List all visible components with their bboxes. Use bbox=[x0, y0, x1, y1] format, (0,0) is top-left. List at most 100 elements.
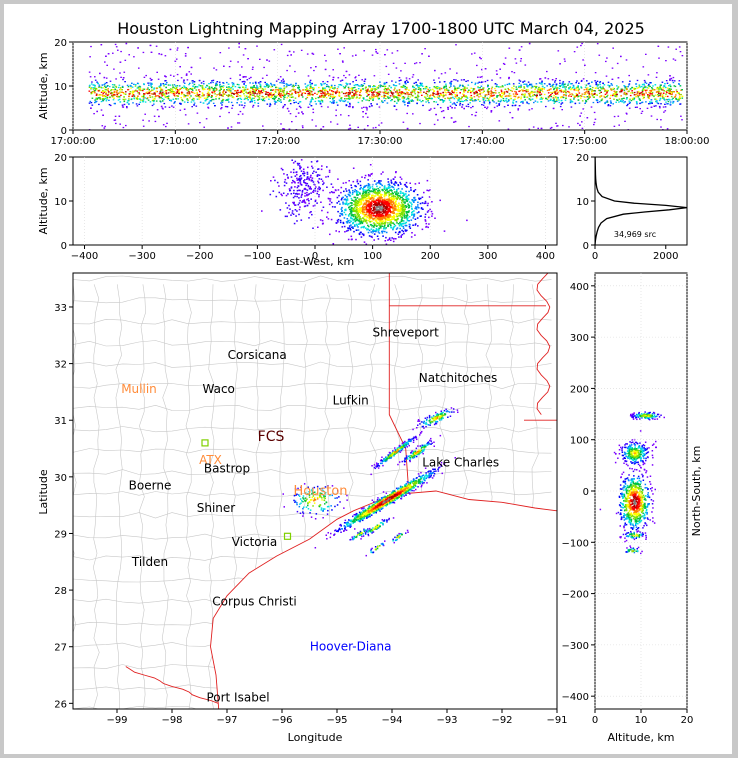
source-point bbox=[347, 214, 350, 216]
source-point bbox=[391, 94, 394, 96]
source-point bbox=[375, 88, 378, 90]
source-point bbox=[243, 87, 246, 89]
source-point bbox=[160, 105, 163, 108]
source-point bbox=[188, 83, 190, 86]
source-point bbox=[237, 91, 240, 94]
source-point bbox=[371, 225, 374, 228]
source-point bbox=[600, 87, 602, 89]
source-point bbox=[153, 115, 156, 117]
source-point bbox=[655, 76, 658, 78]
source-point bbox=[534, 100, 537, 102]
source-point bbox=[405, 181, 408, 184]
source-point bbox=[443, 100, 446, 102]
source-point bbox=[491, 79, 493, 81]
source-point bbox=[607, 90, 609, 92]
source-point bbox=[230, 90, 232, 92]
source-point bbox=[557, 50, 560, 52]
source-point bbox=[433, 92, 435, 95]
source-point bbox=[321, 209, 323, 212]
source-point bbox=[206, 103, 209, 105]
source-point bbox=[371, 105, 373, 107]
source-point bbox=[447, 108, 449, 110]
source-point bbox=[91, 104, 94, 106]
source-point bbox=[647, 94, 649, 97]
source-point bbox=[240, 98, 243, 100]
source-point bbox=[560, 96, 562, 99]
source-point bbox=[88, 71, 91, 73]
source-point bbox=[104, 82, 107, 85]
source-point bbox=[570, 89, 572, 91]
source-point bbox=[97, 94, 100, 96]
source-point bbox=[180, 93, 183, 95]
source-point bbox=[415, 88, 417, 90]
source-point bbox=[536, 90, 539, 92]
source-point bbox=[230, 86, 233, 89]
source-point bbox=[150, 85, 152, 87]
source-point bbox=[203, 97, 206, 99]
source-point bbox=[643, 93, 645, 95]
source-point bbox=[239, 95, 242, 97]
source-point bbox=[257, 102, 260, 104]
source-point bbox=[527, 81, 530, 83]
source-point bbox=[464, 89, 467, 92]
source-point bbox=[435, 93, 437, 95]
source-point bbox=[514, 58, 517, 60]
source-point bbox=[359, 207, 361, 209]
source-point bbox=[215, 95, 217, 98]
source-point bbox=[489, 101, 491, 103]
source-point bbox=[613, 125, 616, 127]
source-point bbox=[665, 98, 668, 101]
source-point bbox=[591, 89, 593, 91]
source-point bbox=[389, 189, 391, 192]
source-point bbox=[211, 95, 213, 97]
source-point bbox=[340, 199, 343, 201]
source-point bbox=[165, 90, 167, 92]
source-point bbox=[499, 94, 501, 96]
source-point bbox=[416, 102, 418, 104]
source-point bbox=[559, 63, 561, 65]
source-point bbox=[166, 81, 168, 84]
source-point bbox=[571, 94, 574, 96]
source-point bbox=[650, 91, 652, 93]
source-point bbox=[106, 85, 108, 87]
source-point bbox=[392, 194, 395, 197]
source-point bbox=[398, 77, 401, 79]
source-point bbox=[330, 121, 332, 123]
source-point bbox=[208, 95, 210, 97]
source-point bbox=[238, 104, 241, 106]
source-point bbox=[172, 98, 175, 100]
source-point bbox=[433, 82, 436, 84]
source-point bbox=[382, 101, 384, 103]
source-point bbox=[458, 97, 460, 99]
source-point bbox=[269, 102, 271, 105]
source-point bbox=[261, 92, 264, 94]
source-point bbox=[203, 94, 205, 96]
source-point bbox=[297, 84, 300, 87]
source-point bbox=[351, 217, 353, 220]
source-point bbox=[648, 85, 650, 87]
source-point bbox=[501, 96, 503, 98]
source-point bbox=[538, 82, 541, 84]
source-point bbox=[444, 72, 447, 74]
source-point bbox=[516, 88, 518, 90]
source-point bbox=[214, 85, 217, 87]
source-point bbox=[412, 217, 415, 219]
source-point bbox=[98, 86, 100, 88]
source-point bbox=[493, 106, 496, 109]
source-point bbox=[172, 91, 174, 93]
source-point bbox=[397, 94, 399, 97]
source-point bbox=[372, 98, 374, 100]
source-point bbox=[119, 92, 121, 94]
source-point bbox=[669, 84, 671, 86]
source-point bbox=[331, 102, 333, 104]
source-point bbox=[500, 86, 502, 88]
source-point bbox=[554, 91, 556, 93]
source-point bbox=[639, 102, 641, 105]
source-point bbox=[641, 110, 644, 112]
source-point bbox=[451, 94, 453, 96]
source-point bbox=[320, 83, 323, 85]
source-point bbox=[163, 83, 165, 86]
source-point bbox=[495, 102, 498, 104]
source-point bbox=[445, 89, 447, 91]
source-point bbox=[131, 93, 134, 95]
